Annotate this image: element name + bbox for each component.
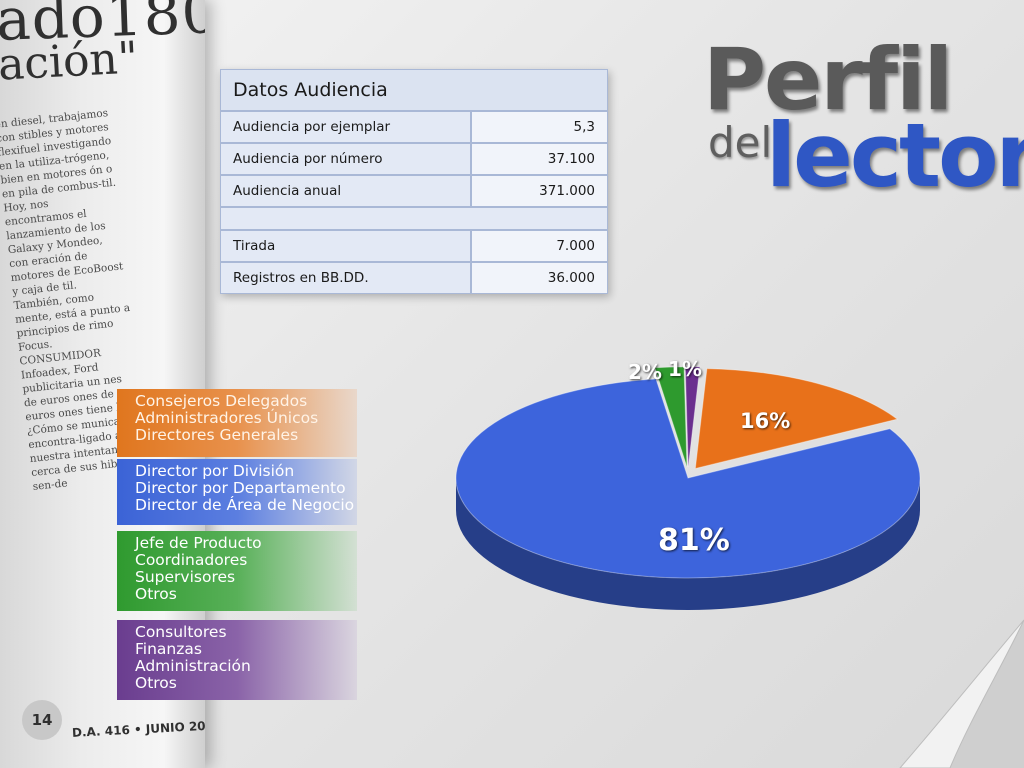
table-cell-empty: [220, 207, 608, 230]
table-cell-label: Audiencia anual: [220, 175, 471, 207]
legend-box-blue: Director por División Director por Depar…: [117, 459, 357, 525]
table-cell-label: Audiencia por ejemplar: [220, 111, 471, 143]
legend-line: Coordinadores: [135, 551, 248, 569]
table-cell-label: Tirada: [220, 230, 471, 262]
pie-slice-label: 2%: [628, 360, 662, 384]
pie-chart: 16% 81% 2% 1%: [455, 357, 921, 610]
table-title: Datos Audiencia: [220, 69, 608, 111]
table-row: Audiencia anual 371.000: [220, 175, 608, 207]
legend-line: Otros: [135, 674, 177, 692]
table-row: Registros en BB.DD. 36.000: [220, 262, 608, 294]
legend-line: Jefe de Producto: [135, 534, 262, 552]
table-row: Audiencia por número 37.100: [220, 143, 608, 175]
pie-chart-labels: 16% 81% 2% 1%: [628, 357, 790, 558]
legend-line: Director de Área de Negocio: [135, 496, 355, 514]
magazine-page-number: 14: [22, 700, 62, 740]
table-cell-label: Registros en BB.DD.: [220, 262, 471, 294]
legend-line: Consejeros Delegados: [135, 392, 308, 410]
legend-line: Otros: [135, 585, 177, 603]
table-cell-value: 7.000: [471, 230, 608, 262]
table-cell-value: 37.100: [471, 143, 608, 175]
title-lector: lector: [766, 104, 1024, 207]
legend-line: Director por Departamento: [135, 479, 346, 497]
legend-line: Finanzas: [135, 640, 202, 658]
table-row-spacer: [220, 207, 608, 230]
audience-data-table: Datos Audiencia Audiencia por ejemplar 5…: [220, 69, 608, 294]
pie-slice-label: 16%: [740, 409, 790, 433]
legend-box-purple: Consultores Finanzas Administración Otro…: [117, 620, 357, 700]
pie-slice-side: [456, 478, 920, 610]
table-cell-value: 371.000: [471, 175, 608, 207]
pie-slice-label: 1%: [668, 357, 702, 381]
table-header-row: Datos Audiencia: [220, 69, 608, 111]
pie-slice: [654, 366, 688, 467]
magazine-background: ado180 ación" en diesel, trabajamos con …: [0, 0, 205, 768]
legend-line: Consultores: [135, 623, 227, 641]
legend-box-green: Jefe de Producto Coordinadores Superviso…: [117, 531, 357, 611]
page-curl-decoration: [899, 619, 1024, 768]
legend-box-orange: Consejeros Delegados Administradores Úni…: [117, 389, 357, 457]
legend-line: Supervisores: [135, 568, 236, 586]
pie-chart-top: [455, 366, 921, 579]
legend-line: Director por División: [135, 462, 295, 480]
legend-line: Directores Generales: [135, 426, 299, 444]
title-del: del: [708, 118, 773, 167]
table-cell-value: 36.000: [471, 262, 608, 294]
pie-slice: [694, 368, 899, 470]
legend-line: Administración: [135, 657, 251, 675]
table-row: Tirada 7.000: [220, 230, 608, 262]
pie-chart-side: [456, 478, 920, 610]
magazine-footer: D.A. 416 • JUNIO 2010: [71, 718, 205, 740]
title-perfil: Perfil: [703, 30, 953, 130]
table-cell-value: 5,3: [471, 111, 608, 143]
table-cell-label: Audiencia por número: [220, 143, 471, 175]
magazine-subheadline: ación": [0, 32, 140, 91]
table-row: Audiencia por ejemplar 5,3: [220, 111, 608, 143]
pie-slice: [455, 378, 921, 579]
pie-slice: [684, 366, 701, 467]
legend-line: Administradores Únicos: [135, 409, 319, 427]
pie-slice-label: 81%: [658, 523, 730, 558]
